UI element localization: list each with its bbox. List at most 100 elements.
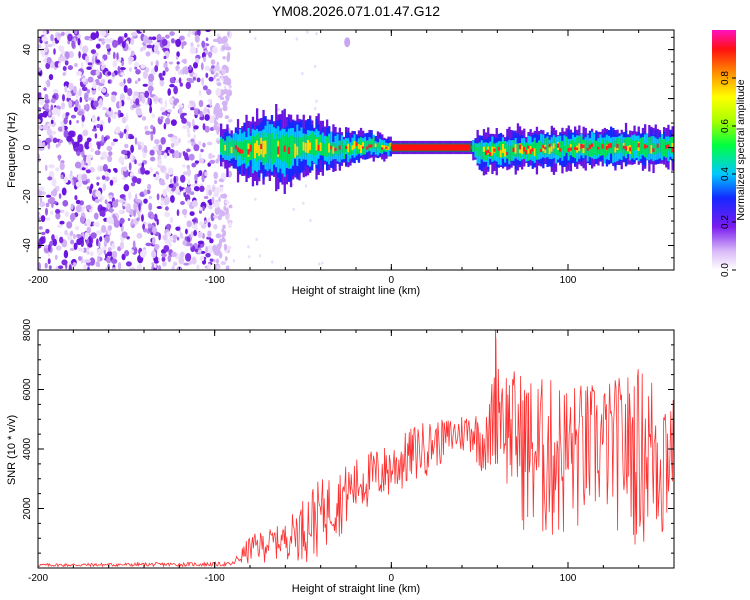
noise-speckle [74,63,78,67]
noise-speckle [101,38,106,45]
signal-band-cell [550,146,553,152]
noise-speckle [111,250,118,259]
signal-band-cell [527,145,530,149]
colorbar-tick-label: 0.8 [720,71,731,85]
noise-speckle [38,97,44,105]
noise-speckle [78,51,81,59]
noise-speckle [318,262,321,266]
noise-speckle [142,116,146,121]
noise-speckle [169,77,175,84]
noise-speckle [108,194,113,200]
noise-speckle [43,30,47,37]
signal-band-cell [241,149,244,154]
noise-speckle [196,77,201,83]
noise-speckle [207,162,211,167]
signal-band-cell [474,143,477,151]
signal-band-cell [247,149,250,155]
signal-band-cell [321,142,324,156]
noise-speckle [86,137,92,143]
signal-band-cell [667,144,670,149]
noise-speckle [178,35,185,41]
noise-speckle [129,267,136,270]
signal-band-cell [658,137,662,153]
noise-speckle [207,245,214,254]
noise-speckle [138,203,141,212]
noise-speckle [38,92,42,97]
noise-speckle [309,218,312,223]
noise-speckle [188,30,192,36]
noise-speckle [185,81,191,90]
noise-speckle [304,184,308,188]
signal-band-cell [355,144,358,154]
noise-speckle [58,265,64,270]
noise-speckle [41,36,48,42]
noise-speckle [314,106,317,111]
signal-band-cell [656,143,659,154]
noise-speckle [157,159,162,167]
signal-band-cell [370,144,373,148]
noise-speckle [179,251,185,258]
noise-speckle [254,197,257,201]
signal-band-cell [595,140,598,157]
noise-speckle [164,99,168,108]
noise-speckle [90,232,97,239]
noise-speckle [121,253,126,261]
signal-band-cell [506,152,509,155]
signal-band-cell [538,141,541,155]
signal-band-cell [294,143,297,158]
noise-speckle [193,62,198,69]
noise-speckle [210,59,216,65]
noise-speckle [49,196,56,204]
noise-speckle [69,230,74,237]
noise-speckle [45,228,50,234]
signal-band-cell [580,144,583,149]
noise-speckle [84,155,91,164]
noise-speckle [178,107,183,115]
signal-band-cell [591,143,594,148]
noise-speckle [182,171,188,176]
noise-speckle [201,40,206,48]
noise-speckle [178,256,185,265]
noise-speckle [43,57,48,64]
signal-band-cell [610,142,613,154]
noise-speckle [222,80,229,85]
signal-band-cell [597,146,600,150]
noise-speckle [182,164,186,168]
signal-band-cell [665,144,668,149]
noise-speckle [205,37,209,42]
signal-band-cell [563,145,566,156]
noise-speckle [69,247,76,251]
figure-title: YM08.2026.071.01.47.G12 [272,3,440,19]
signal-band-cell [482,148,486,160]
noise-speckle [86,89,91,94]
noise-speckle [189,46,196,55]
noise-speckle [165,173,170,180]
signal-band-cell [376,142,380,149]
signal-band-cell [298,137,301,158]
signal-band-cell [582,144,585,148]
noise-speckle [89,257,96,266]
noise-speckle [62,66,67,71]
noise-speckle [53,88,59,94]
noise-speckle [200,148,204,153]
noise-speckle [255,237,258,241]
signal-band-cell [315,139,318,151]
noise-speckle [176,61,180,65]
noise-speckle [64,60,69,66]
noise-speckle [157,265,162,270]
noise-speckle [169,234,173,243]
noise-speckle [172,234,178,240]
noise-speckle [201,77,205,86]
noise-speckle [219,252,223,259]
signal-band-cell [591,143,594,157]
noise-speckle [156,150,162,156]
noise-speckle [130,249,134,254]
noise-speckle [76,120,79,124]
noise-speckle [136,217,140,222]
signal-band-cell [618,138,621,152]
signal-band-cell [637,143,640,148]
noise-speckle [38,125,43,130]
noise-speckle [232,259,236,263]
noise-speckle [75,71,82,76]
signal-band-cell [319,142,322,152]
